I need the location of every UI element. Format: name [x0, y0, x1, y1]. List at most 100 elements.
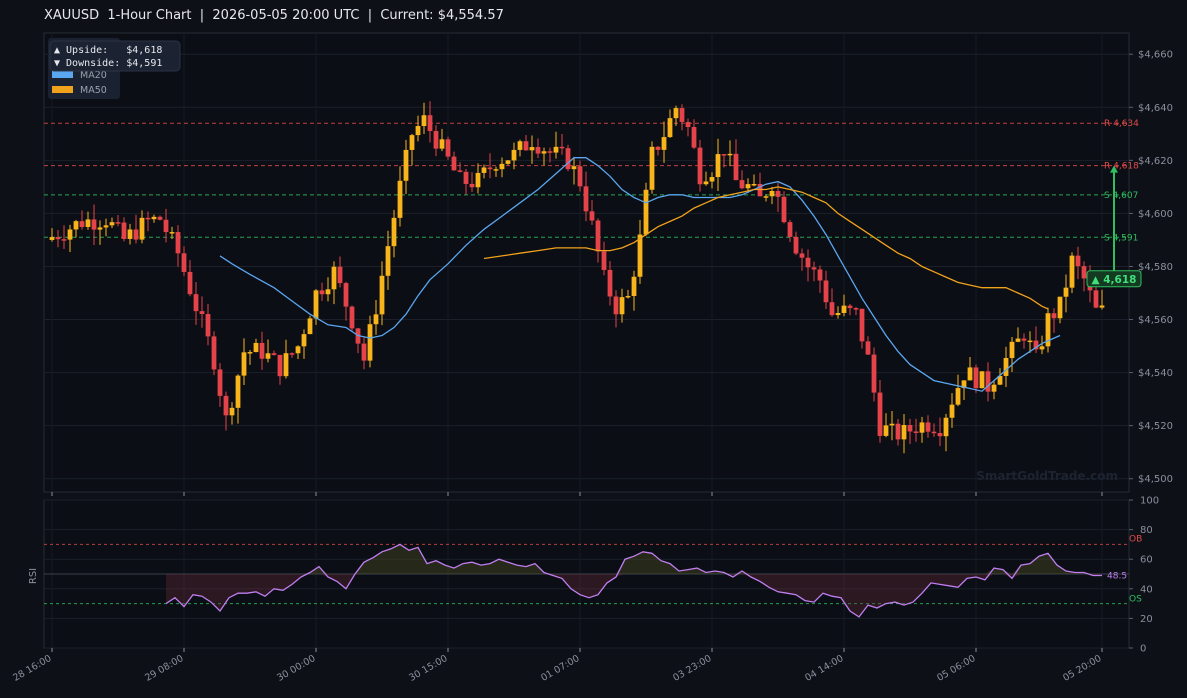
bullish-candle	[841, 305, 847, 313]
bearish-candle	[973, 367, 979, 389]
rsi-tick-label: 0	[1140, 644, 1146, 655]
bullish-candle	[49, 237, 55, 240]
bullish-candle	[109, 222, 115, 226]
bearish-candle	[181, 253, 187, 272]
bearish-candle	[577, 166, 583, 187]
bearish-candle	[985, 371, 991, 392]
bullish-candle	[103, 225, 109, 228]
bullish-candle	[499, 163, 505, 170]
time-tick-label: 30 00:00	[275, 653, 317, 684]
bullish-candle	[385, 246, 391, 276]
downside-text: ▼ Downside: $4,591	[54, 58, 162, 69]
bearish-candle	[895, 423, 901, 440]
bullish-candle	[673, 108, 679, 119]
price-tick-label: $4,600	[1138, 209, 1173, 220]
bullish-candle	[283, 353, 289, 377]
chart-title: XAUUSD 1-Hour Chart | 2026-05-05 20:00 U…	[44, 8, 504, 23]
bullish-candle	[307, 318, 313, 335]
bearish-candle	[187, 271, 193, 295]
bearish-candle	[1051, 313, 1057, 319]
bullish-candle	[169, 232, 175, 234]
bearish-candle	[133, 229, 139, 240]
bullish-candle	[991, 384, 997, 392]
bullish-candle	[883, 425, 889, 436]
moving-averages	[219, 157, 1061, 392]
bearish-candle	[655, 146, 661, 150]
bearish-candle	[547, 151, 553, 153]
bearish-candle	[805, 257, 811, 268]
oversold-label: OS	[1129, 595, 1142, 605]
bearish-candle	[361, 343, 367, 361]
bearish-candle	[793, 236, 799, 254]
price-tick-label: $4,660	[1138, 50, 1173, 61]
bearish-candle	[691, 127, 697, 148]
bearish-candle	[787, 222, 793, 237]
bullish-candle	[1015, 338, 1021, 342]
bearish-candle	[871, 354, 877, 393]
bearish-candle	[271, 353, 277, 355]
bullish-candle	[727, 153, 733, 156]
price-tick-label: $4,620	[1138, 156, 1173, 167]
bearish-candle	[277, 354, 283, 377]
time-tick-label: 30 15:00	[407, 653, 449, 684]
rsi-tick-label: 60	[1140, 555, 1153, 566]
bearish-candle	[931, 431, 937, 434]
bearish-candle	[595, 220, 601, 252]
bearish-candle	[613, 296, 619, 315]
bearish-candle	[259, 342, 265, 359]
bearish-candle	[61, 239, 67, 241]
bullish-candle	[1039, 346, 1045, 350]
bullish-candle	[1027, 340, 1033, 343]
time-tick-label: 29 08:00	[143, 653, 185, 684]
bullish-candle	[541, 151, 547, 154]
bearish-candle	[523, 141, 529, 151]
bearish-candle	[1075, 255, 1081, 267]
bullish-candle	[751, 183, 757, 186]
upside-downside-box	[49, 40, 181, 72]
bullish-candle	[889, 423, 895, 426]
bearish-candle	[91, 219, 97, 230]
bearish-candle	[469, 183, 475, 188]
bullish-candle	[1063, 287, 1069, 297]
ma50-legend-label: MA50	[80, 85, 107, 96]
bullish-candle	[391, 217, 397, 247]
bullish-candle	[979, 371, 985, 389]
bullish-candle	[73, 221, 79, 230]
bullish-candle	[649, 146, 655, 190]
price-tick-label: $4,500	[1138, 474, 1173, 485]
time-tick-label: 05 20:00	[1061, 653, 1103, 684]
bullish-candle	[229, 407, 235, 416]
bearish-candle	[823, 280, 829, 303]
bearish-candle	[811, 267, 817, 270]
bearish-candle	[457, 170, 463, 172]
bullish-candle	[667, 118, 673, 138]
bullish-candle	[481, 167, 487, 173]
bearish-candle	[559, 146, 565, 149]
price-tick-label: $4,520	[1138, 421, 1173, 432]
bearish-candle	[1021, 338, 1027, 341]
rsi-tick-label: 80	[1140, 525, 1153, 536]
rsi-axis-label: RSI	[28, 568, 39, 584]
bullish-candle	[313, 290, 319, 319]
bullish-candle	[301, 334, 307, 347]
bearish-candle	[733, 153, 739, 181]
bearish-candle	[739, 180, 745, 189]
bullish-candle	[475, 172, 481, 188]
bullish-candle	[661, 137, 667, 150]
bullish-candle	[265, 353, 271, 359]
rsi-tick-label: 100	[1140, 496, 1159, 507]
bullish-candle	[517, 141, 523, 150]
price-tick-label: $4,560	[1138, 315, 1173, 326]
bullish-candle	[1099, 305, 1105, 308]
bearish-candle	[115, 222, 121, 224]
bullish-candle	[643, 189, 649, 235]
bullish-candle	[955, 388, 961, 405]
target-label: ▲ 4,618	[1092, 274, 1137, 286]
bearish-candle	[601, 251, 607, 270]
bearish-candle	[223, 395, 229, 416]
info-box: MA20 MA50 ▲ Upside: $4,618 ▼ Downside: $…	[48, 38, 181, 99]
price-tick-label: $4,640	[1138, 103, 1173, 114]
bearish-candle	[607, 269, 613, 297]
bullish-candle	[397, 180, 403, 218]
